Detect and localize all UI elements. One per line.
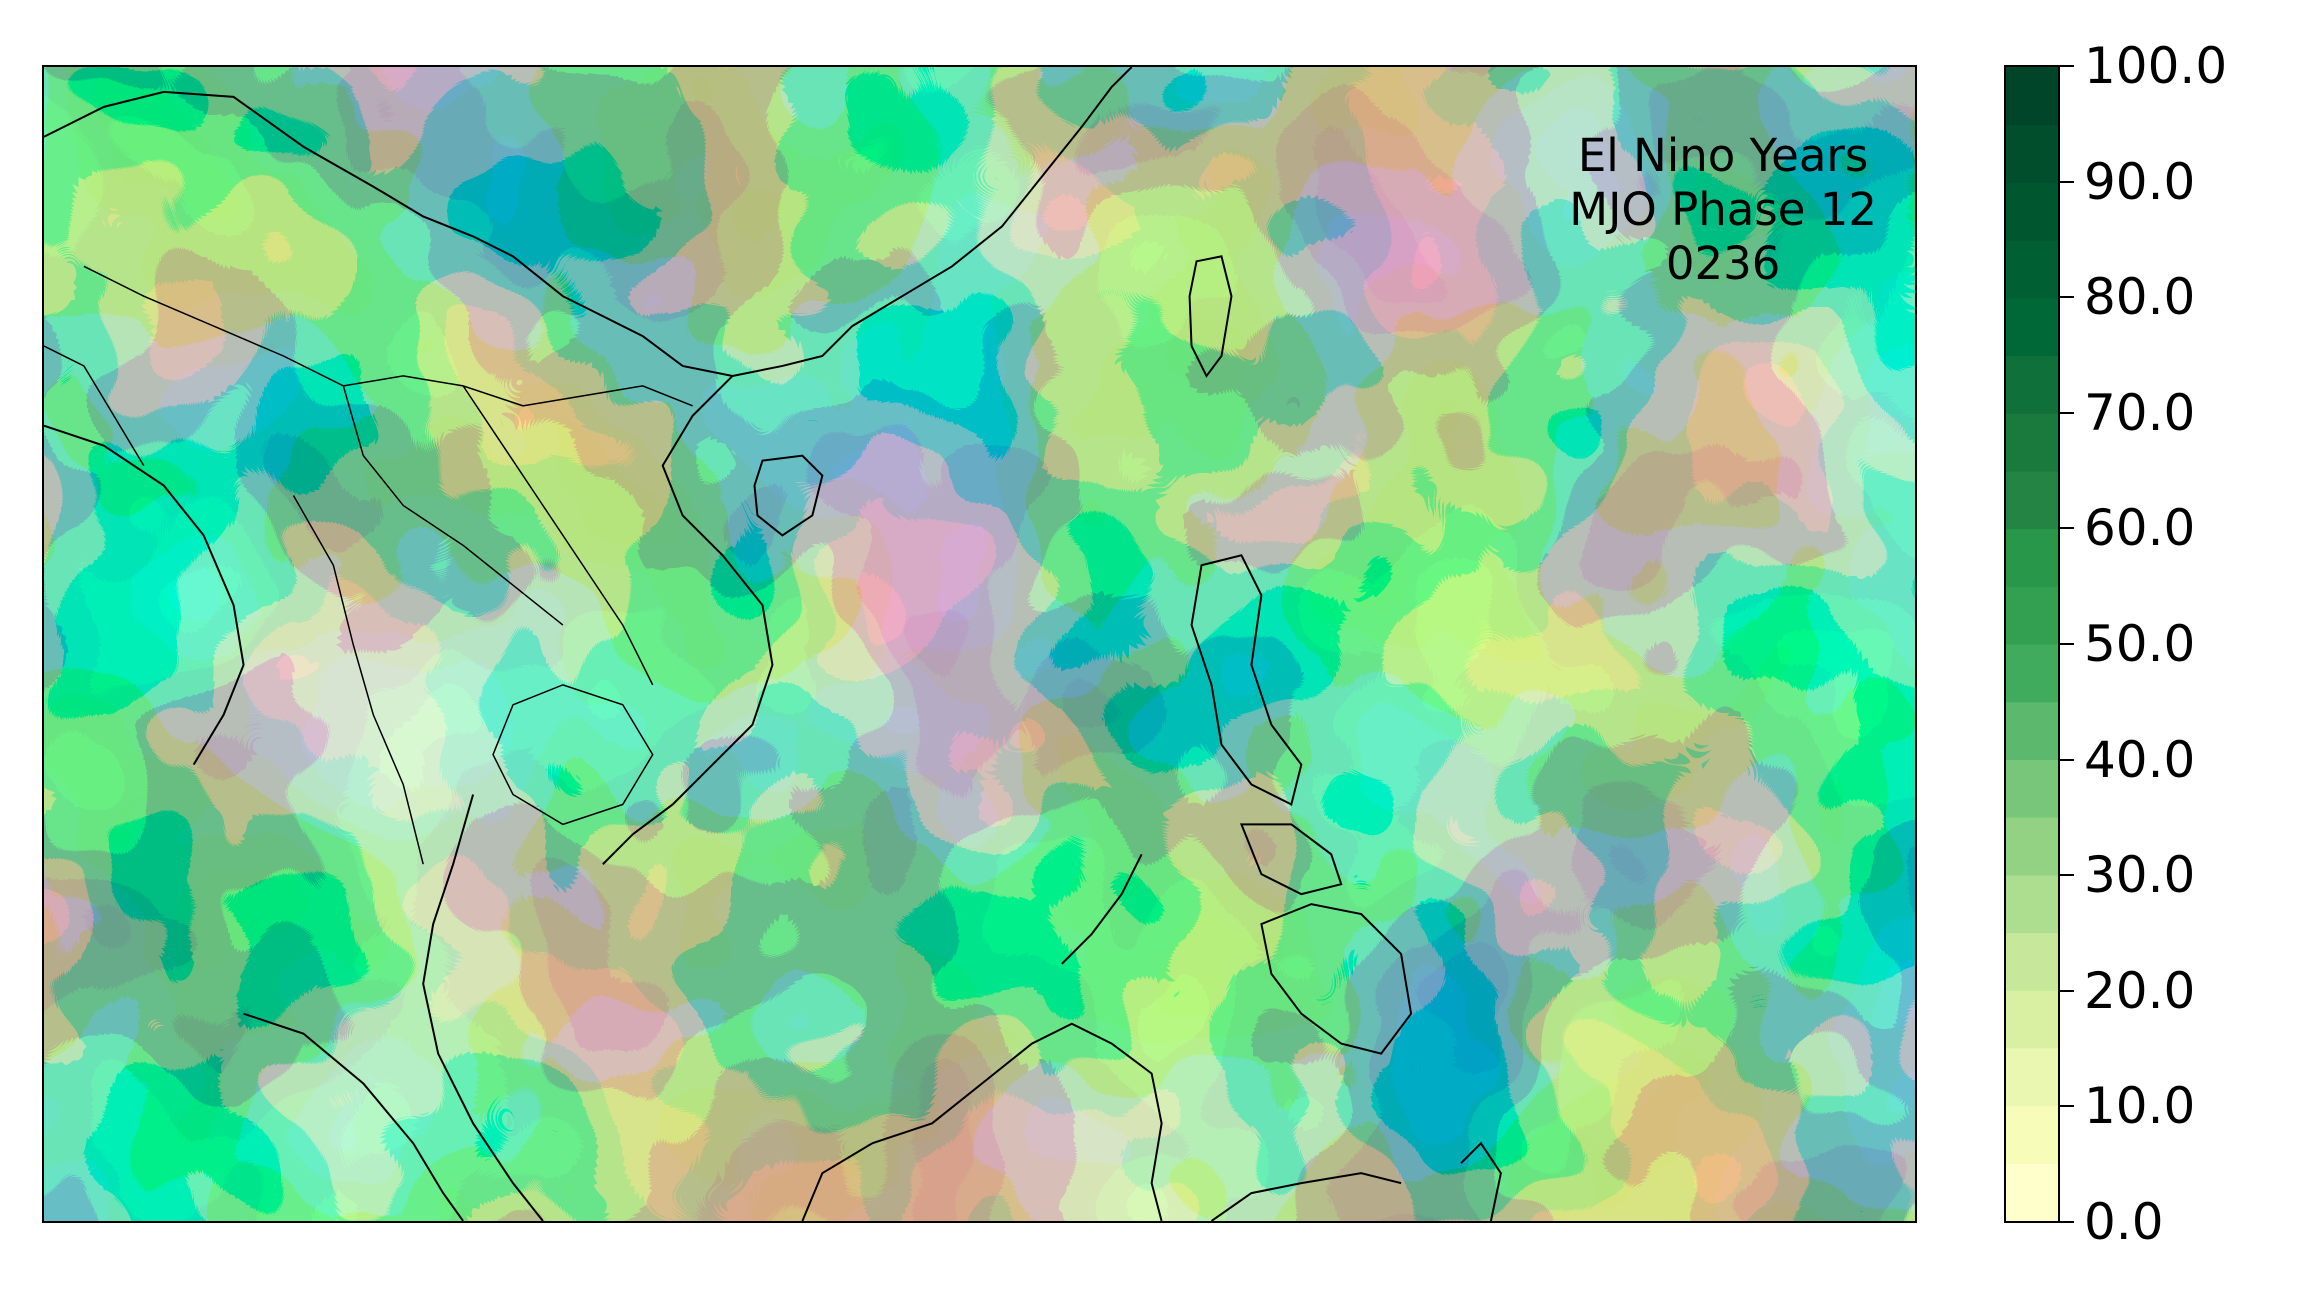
coastline-hainan — [753, 454, 824, 537]
colorbar-tick-mark — [2060, 296, 2074, 299]
colorbar-tick-mark — [2060, 65, 2074, 67]
map-annotation: El Nino Years MJO Phase 12 0236 — [1569, 129, 1877, 291]
colorbar-band — [2006, 1163, 2058, 1221]
colorbar-tick-label: 50.0 — [2084, 615, 2196, 673]
colorbar-band — [2006, 586, 2058, 645]
border-myanmar-thailand — [292, 495, 424, 865]
colorbar-tick-label: 80.0 — [2084, 268, 2196, 327]
coastline-vietnam — [602, 375, 774, 865]
colorbar-band — [2006, 874, 2058, 934]
colorbar-band — [2006, 182, 2058, 241]
coastline-mindanao — [1260, 903, 1413, 1055]
colorbar-tick-label: 0.0 — [2084, 1193, 2164, 1251]
colorbar-band — [2006, 355, 2058, 414]
coastline-sumatra — [243, 1012, 464, 1221]
colorbar-band — [2006, 240, 2058, 299]
colorbar-band — [2006, 701, 2058, 760]
colorbar-band — [2006, 644, 2058, 703]
probability-field-map — [44, 67, 1915, 1221]
coastline-halmahera — [1460, 1141, 1502, 1221]
colorbar-band — [2006, 990, 2058, 1049]
border-india-myanmar — [44, 345, 145, 467]
colorbar-band — [2006, 413, 2058, 472]
coastline-china — [44, 67, 1133, 377]
map-panel: El Nino Years MJO Phase 12 0236 — [42, 65, 1917, 1223]
colorbar-tick-mark — [2060, 1221, 2074, 1223]
colorbar-tick-label: 70.0 — [2084, 383, 2196, 442]
colorbar-tick-label: 100.0 — [2084, 37, 2228, 95]
coastline-thailand — [422, 794, 544, 1221]
colorbar-band — [2006, 470, 2058, 530]
coastline-borneo — [801, 1022, 1163, 1221]
field-texture — [44, 67, 1915, 1221]
coastline-luzon — [1190, 554, 1303, 806]
border-laos-vietnam — [462, 385, 654, 686]
colorbar-band — [2006, 124, 2058, 183]
annotation-line-1: El Nino Years — [1577, 129, 1869, 182]
colorbar-gradient — [2006, 67, 2058, 1221]
colorbar-tick-label: 20.0 — [2084, 961, 2196, 1020]
annotation-line-3: 0236 — [1665, 237, 1781, 290]
colorbar-band — [2006, 528, 2058, 587]
border-china-south — [83, 265, 693, 407]
coastline-taiwan — [1188, 255, 1233, 378]
colorbar-tick-mark — [2060, 180, 2074, 183]
colorbar-tick-mark — [2060, 1105, 2074, 1108]
colorbar-band — [2006, 1105, 2058, 1164]
colorbar-tick-label: 30.0 — [2084, 846, 2196, 905]
colorbar-ticks: 0.0 10.0 20.0 30.0 40.0 50.0 60.0 70.0 80.0 90.0 1… — [2060, 37, 2310, 1251]
colorbar-tick-label: 90.0 — [2084, 152, 2196, 211]
colorbar — [2004, 65, 2060, 1223]
coastlines — [44, 67, 1502, 1221]
coastline-visayas — [1239, 823, 1343, 896]
colorbar-band — [2006, 759, 2058, 818]
colorbar-tick-mark — [2060, 643, 2074, 645]
borders — [44, 265, 693, 865]
colorbar-tick-mark — [2060, 989, 2074, 992]
colorbar-band — [2006, 297, 2058, 357]
coastline-palawan — [1061, 853, 1143, 965]
colorbar-band — [2006, 67, 2058, 126]
border-thailand-laos — [342, 385, 564, 626]
coastline-myanmar — [44, 424, 245, 766]
annotation-line-2: MJO Phase 12 — [1569, 183, 1877, 236]
colorbar-tick-label: 60.0 — [2084, 499, 2196, 558]
border-cambodia — [492, 684, 654, 826]
colorbar-band — [2006, 817, 2058, 876]
colorbar-band — [2006, 1047, 2058, 1107]
coastline-sulawesi — [1210, 1172, 1402, 1221]
colorbar-band — [2006, 932, 2058, 991]
colorbar-tick-mark — [2060, 874, 2074, 877]
colorbar-tick-mark — [2060, 411, 2074, 414]
colorbar-tick-label: 10.0 — [2084, 1077, 2196, 1136]
colorbar-tick-label: 40.0 — [2084, 730, 2196, 789]
colorbar-tick-mark — [2060, 527, 2074, 530]
colorbar-tick-mark — [2060, 758, 2074, 761]
